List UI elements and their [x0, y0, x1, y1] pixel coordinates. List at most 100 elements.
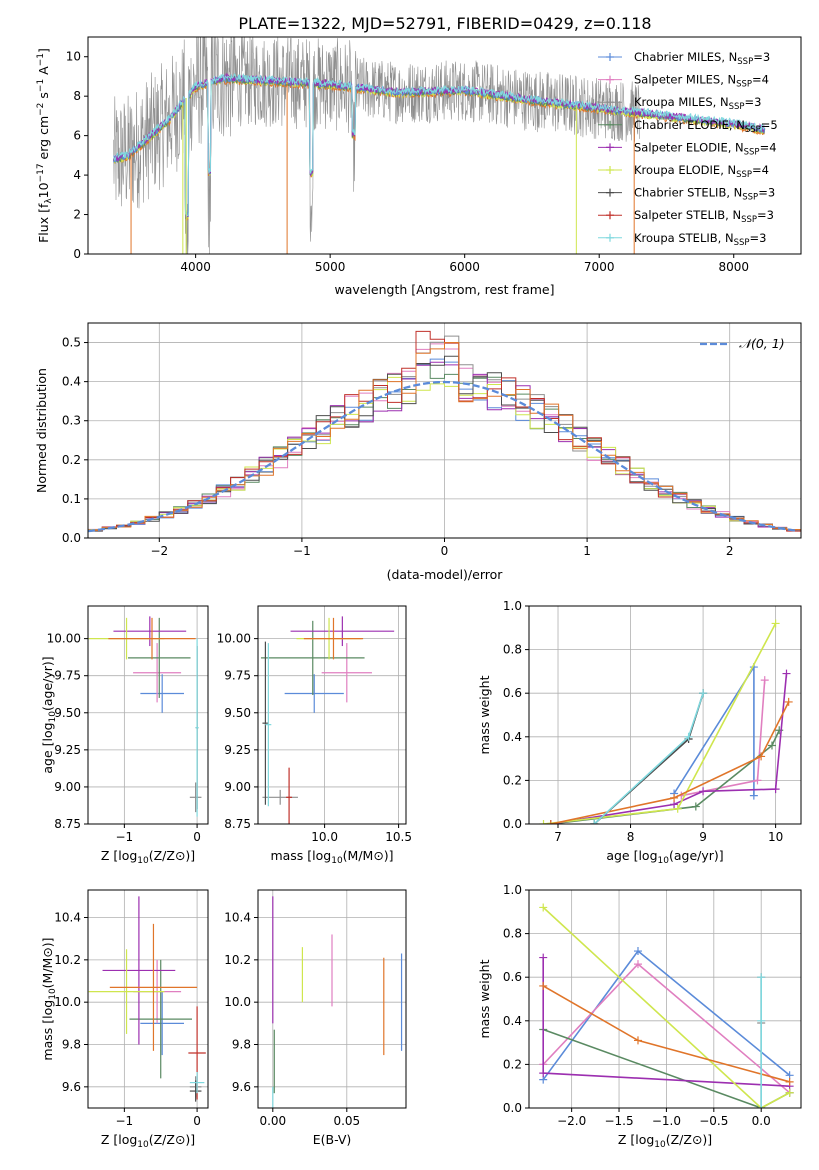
- panel-residuals: −2 −1 0 1 2 0.0 0.1 0.2 0.3 0.4 0.5 (data-model)/er…: [34, 322, 802, 582]
- legend-lib: MILES: [678, 95, 712, 109]
- plot-area-weight_vs_Z: [529, 890, 801, 1108]
- y-tick-label: 9.75: [224, 669, 251, 683]
- legend-entry: Salpeter MILES, NSSP=4: [598, 73, 769, 90]
- x-axis-label: E(B-V): [313, 1132, 352, 1147]
- x-axis-label: Z [log10(Z/Z⊙)]: [101, 1132, 195, 1150]
- y-tick-label: 0.2: [503, 773, 522, 787]
- label-subscript: 10: [137, 856, 149, 866]
- x-tick-label: 6000: [449, 260, 480, 274]
- series-line: [542, 906, 790, 1108]
- x-tick-label: 0: [193, 1114, 201, 1128]
- series-line: [593, 692, 704, 824]
- axes-frame: [528, 889, 802, 1109]
- label-part: λ: [44, 198, 54, 204]
- label-subscript: 10: [331, 856, 343, 866]
- label-part: erg cm: [36, 116, 51, 164]
- label-part: ]: [36, 48, 51, 53]
- legend-label: Chabrier ELODIE, NSSP=5: [634, 118, 778, 135]
- x-tick-label: 7: [554, 830, 562, 844]
- y-tick-label: 0.6: [503, 970, 522, 984]
- label-part: Z [log: [101, 848, 137, 863]
- x-tick-label: 7000: [584, 260, 615, 274]
- data-point: [757, 1016, 766, 1025]
- legend-imf: Chabrier: [634, 186, 684, 200]
- errorbar-point: [109, 923, 198, 1051]
- spectrum-observed: [113, 37, 640, 254]
- x-tick-label: 8000: [718, 260, 749, 274]
- legend-entry: Chabrier STELIB, NSSP=3: [598, 186, 775, 203]
- data-point: [606, 98, 614, 107]
- errorbar-point: [189, 1072, 205, 1094]
- x-tick-label: −0.5: [699, 1114, 728, 1128]
- y-tick-label: 9.00: [224, 780, 251, 794]
- legend-lib: ELODIE: [687, 118, 729, 132]
- legend-subscript: SSP: [742, 193, 758, 203]
- legend-sep: , N: [725, 208, 741, 222]
- x-tick-label: 0: [441, 544, 449, 558]
- legend-label: Salpeter ELODIE, NSSP=4: [634, 140, 777, 157]
- panel-mass_vs_ebv: 0.00 0.05 9.6 9.8 10.0 10.2 10.4 E(B-V): [224, 889, 407, 1147]
- legend-n: 4: [769, 140, 776, 154]
- legend-sep: , N: [720, 163, 736, 177]
- y-tick-label: 9.6: [62, 1080, 81, 1094]
- x-tick-label: 4000: [180, 260, 211, 274]
- data-point: [771, 619, 780, 628]
- errorbar-point: [286, 767, 293, 824]
- y-tick-label: 9.8: [62, 1038, 81, 1052]
- y-tick-label: 9.25: [54, 743, 81, 757]
- label-part: (M/M⊙)]: [343, 848, 394, 863]
- legend-label: Salpeter STELIB, NSSP=3: [634, 208, 774, 225]
- x-tick-label: 9: [699, 830, 707, 844]
- legend-n: 3: [768, 186, 775, 200]
- legend-sep: , N: [720, 73, 736, 87]
- x-axis-label: wavelength [Angstrom, rest frame]: [334, 282, 554, 297]
- errorbar-point: [129, 959, 192, 1079]
- legend-sep: , N: [728, 140, 744, 154]
- data-point: [633, 1036, 642, 1045]
- y-tick-label: 0.2: [503, 1057, 522, 1071]
- weight-series: [539, 981, 794, 1086]
- legend-sep: , N: [721, 50, 737, 64]
- errorbar-point: [108, 617, 196, 660]
- legend-n: 3: [763, 50, 770, 64]
- errorbar-point: [290, 616, 395, 647]
- data-point: [757, 1104, 766, 1108]
- legend-subscript: SSP: [734, 238, 750, 248]
- y-tick-label: 9.00: [54, 780, 81, 794]
- weight-series: [546, 697, 793, 824]
- errorbar-point: [195, 638, 199, 817]
- legend-sep: , N: [713, 95, 729, 109]
- data-point: [699, 787, 708, 796]
- legend-imf: Kroupa: [634, 163, 675, 177]
- y-tick-label: 10.2: [54, 953, 81, 967]
- plot-area-mass_vs_ebv: [258, 890, 406, 1108]
- label-part: (age/yr)]: [669, 848, 724, 863]
- y-tick-label: 10.4: [54, 911, 81, 925]
- errorbar-point: [321, 643, 372, 703]
- x-axis-label: Z [log10(Z/Z⊙)]: [618, 1132, 712, 1150]
- panel-weight_vs_Z: −2.0 −1.5 −1.0 −0.5 0.0 0.0 0.2 0.4 0.6 0.8 1.0 Z […: [477, 883, 802, 1150]
- data-point: [749, 791, 758, 800]
- legend-entry: Chabrier MILES, NSSP=3: [598, 50, 770, 67]
- y-tick-label: 0.8: [503, 927, 522, 941]
- legend-subscript: SSP: [737, 57, 753, 67]
- legend-n: 4: [762, 163, 769, 177]
- y-tick-label: 1.0: [503, 599, 522, 613]
- y-axis-label: Flux [fλ10−17 erg cm−2 s−1 A−1]: [36, 48, 54, 243]
- legend-entry: Salpeter STELIB, NSSP=3: [598, 208, 774, 225]
- legend-sep: =: [745, 95, 755, 109]
- x-tick-label: −1: [116, 1114, 134, 1128]
- legend-n: 3: [754, 95, 761, 109]
- x-axis-label: (data-model)/error: [387, 567, 504, 582]
- legend-sep: =: [758, 186, 768, 200]
- y-tick-label: 9.8: [232, 1038, 251, 1052]
- plot-area-residuals: [88, 323, 801, 538]
- label-part: −1: [36, 53, 46, 66]
- y-tick-label: 10.0: [224, 995, 251, 1009]
- plot-area-spectrum: [113, 37, 766, 254]
- data-point: [757, 752, 766, 761]
- data-point: [699, 689, 708, 698]
